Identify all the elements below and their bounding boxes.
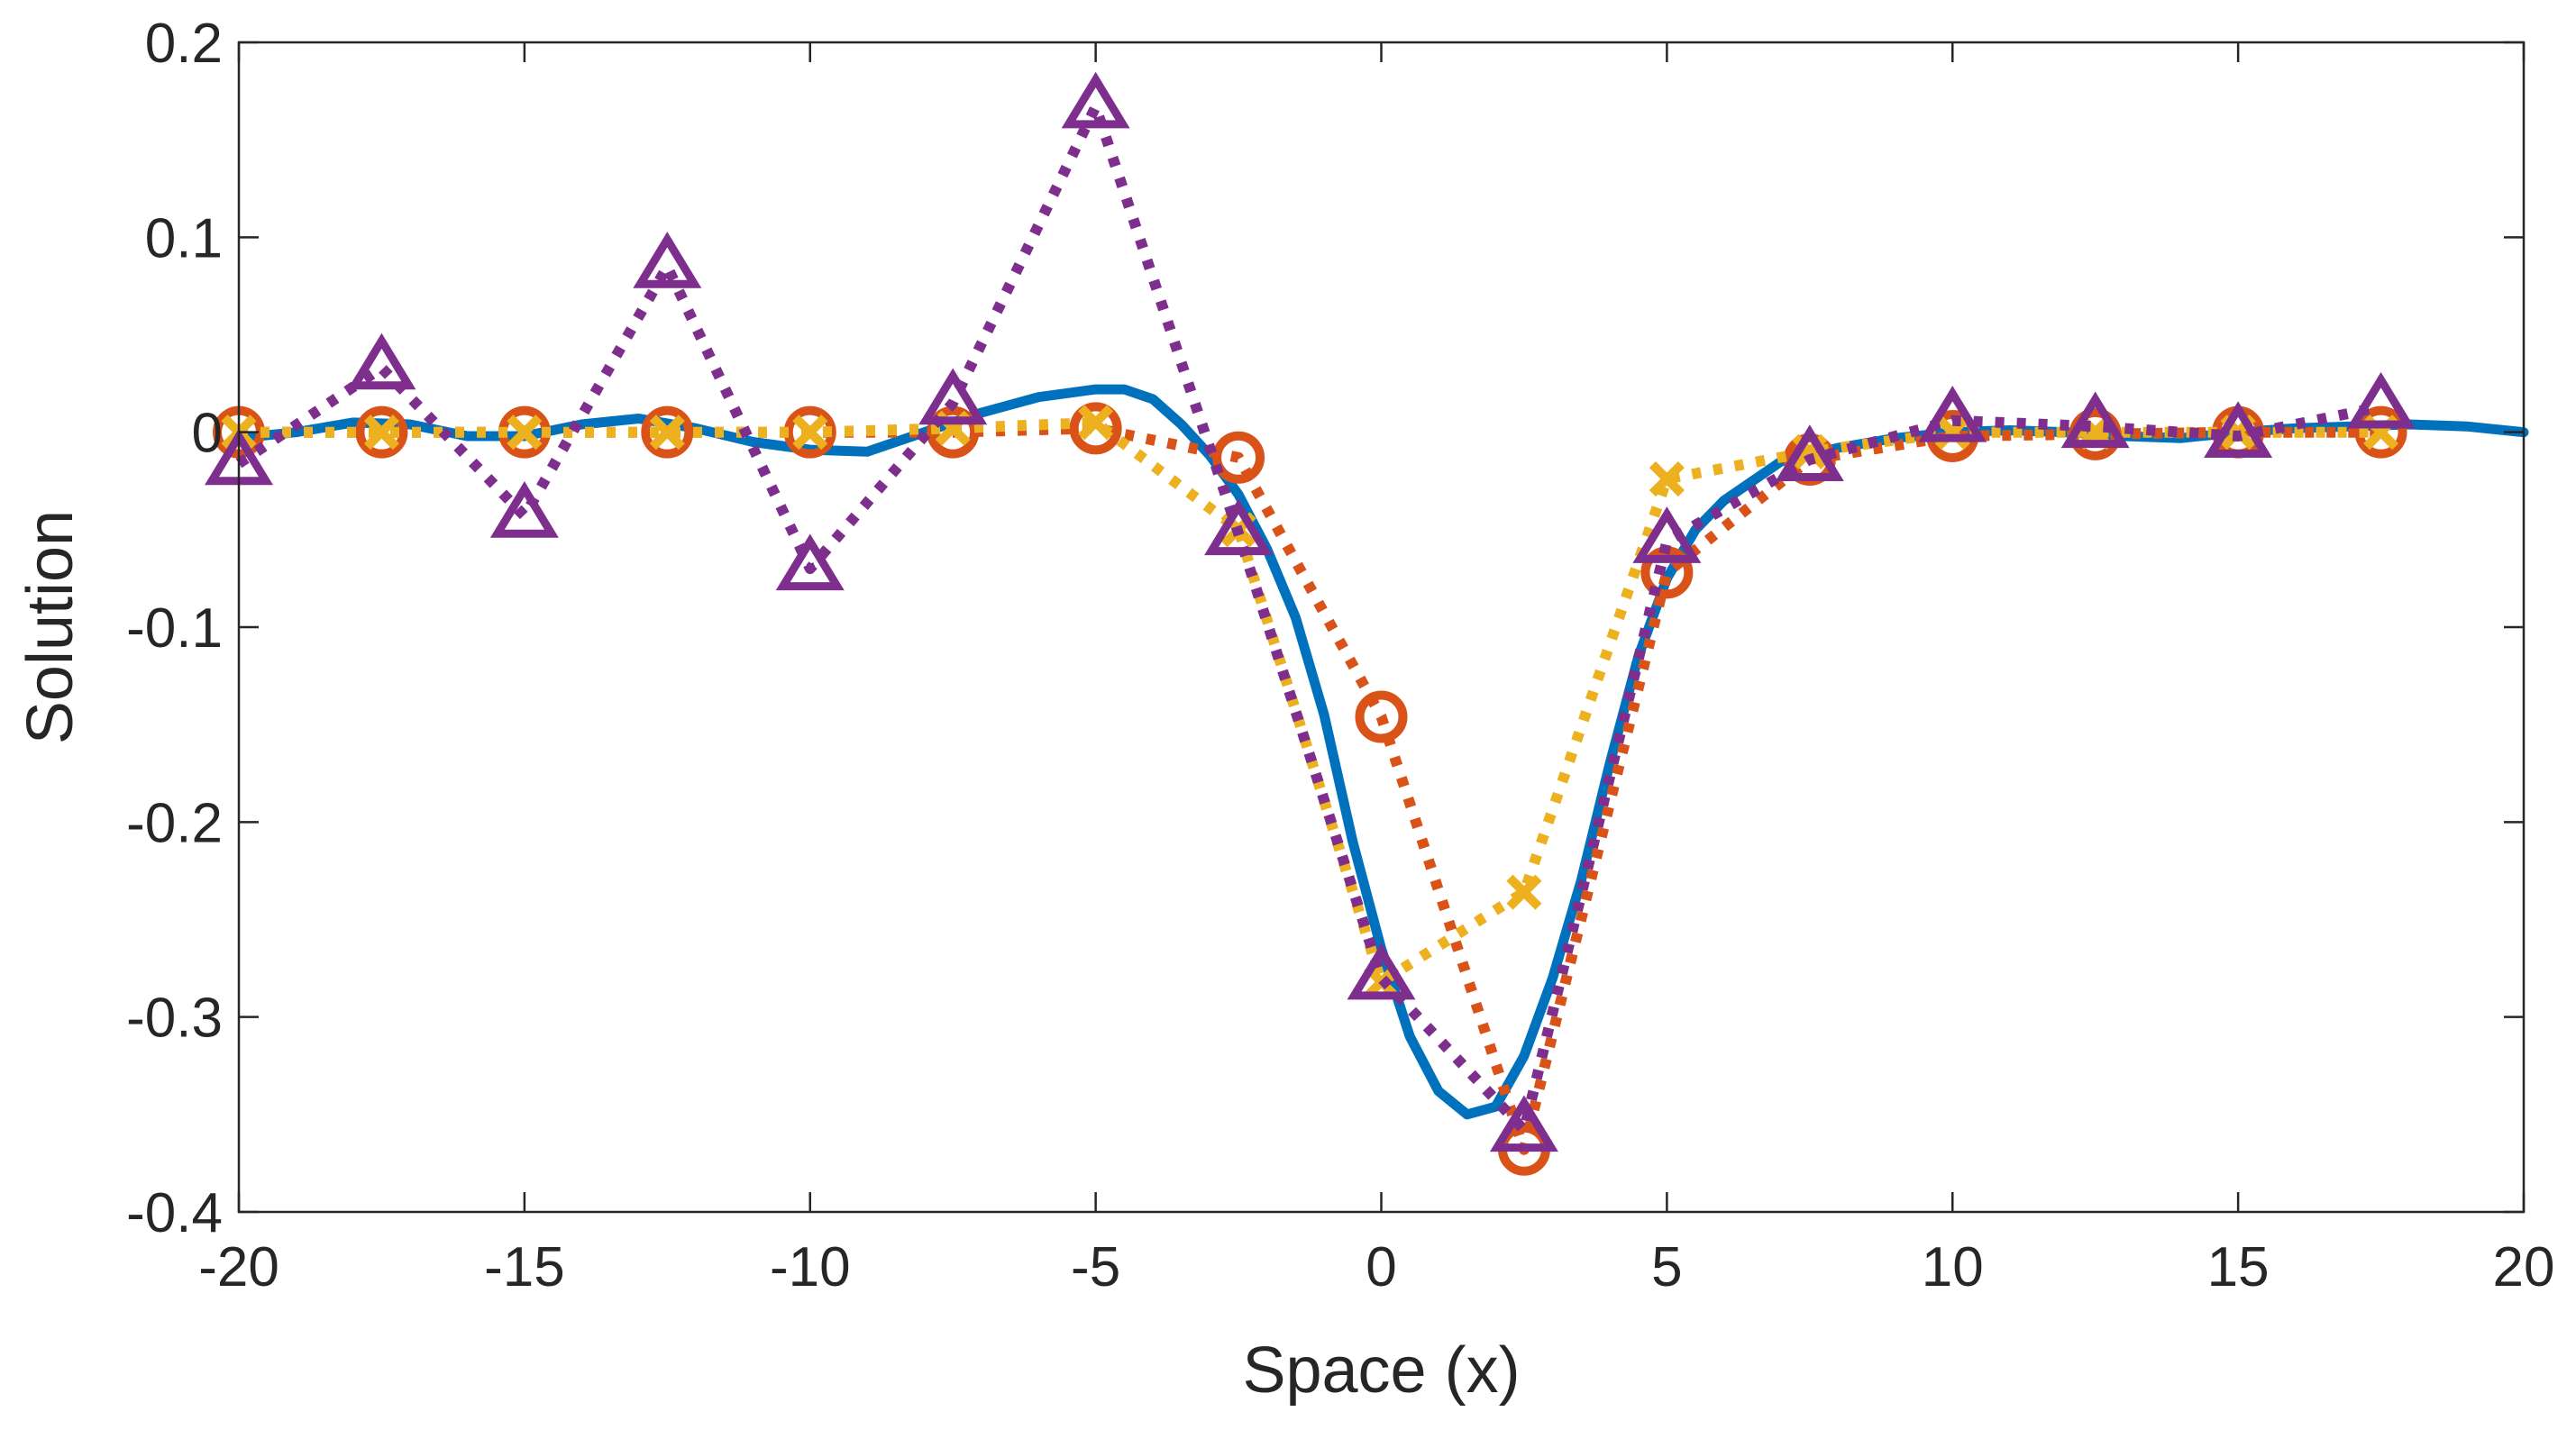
triangle-marker <box>2060 391 2130 449</box>
series-line-triangles <box>235 101 2382 1136</box>
circle-marker <box>1355 690 1408 743</box>
triangle-marker <box>489 481 559 538</box>
triangle-marker <box>918 368 988 425</box>
x-tick-label: -20 <box>198 1236 279 1298</box>
x-marker <box>507 414 543 451</box>
x-marker <box>1078 405 1114 441</box>
triangle-marker <box>1632 506 1702 563</box>
circle-marker <box>1069 402 1122 455</box>
x-tick-label: 0 <box>1366 1236 1396 1298</box>
tick-layer: -20 -15 -10 -5 0 5 10 15 20 0.2 0.1 0 -0.1 -0.2 -0.3 -0… <box>126 13 2554 1298</box>
x-marker <box>1506 874 1542 910</box>
triangle-marker <box>1775 424 1844 481</box>
triangle-marker <box>1204 498 1274 556</box>
triangle-marker <box>1918 386 1987 442</box>
y-tick-label: 0.1 <box>145 207 223 269</box>
triangle-marker <box>347 332 416 390</box>
triangle-marker <box>2346 371 2416 429</box>
x-marker <box>649 414 685 451</box>
x-axis-label: Space (x) <box>1242 1334 1520 1407</box>
series-layer <box>205 71 2529 1176</box>
y-axis-label: Solution <box>14 510 87 744</box>
x-tick-label: 15 <box>2207 1236 2270 1298</box>
triangle-marker <box>1061 71 1130 129</box>
y-tick-label: -0.4 <box>126 1182 223 1244</box>
x-marker <box>792 414 828 451</box>
x-tick-label: -15 <box>484 1236 565 1298</box>
y-tick-label: -0.1 <box>126 597 223 660</box>
series-triangles <box>205 71 2416 1152</box>
circle-marker <box>355 405 408 459</box>
circle-marker <box>641 405 694 459</box>
x-tick-label: -10 <box>770 1236 851 1298</box>
series-line-circles <box>239 423 2381 1155</box>
triangle-marker <box>2204 401 2273 458</box>
triangle-marker <box>775 533 845 591</box>
y-tick-label: 0.2 <box>145 13 223 75</box>
y-tick-label: -0.3 <box>126 988 223 1050</box>
triangle-marker <box>1489 1095 1558 1152</box>
y-tick-label: -0.2 <box>126 792 223 854</box>
triangle-marker <box>633 232 702 288</box>
circle-marker <box>1212 431 1265 484</box>
y-tick-label: 0 <box>192 403 223 465</box>
triangle-marker <box>1347 943 1416 1000</box>
x-tick-label: 5 <box>1651 1236 1682 1298</box>
x-marker <box>1649 461 1685 497</box>
x-tick-label: 10 <box>1922 1236 1984 1298</box>
x-tick-label: 20 <box>2493 1236 2555 1298</box>
x-tick-label: -5 <box>1071 1236 1120 1298</box>
x-marker <box>363 414 399 451</box>
